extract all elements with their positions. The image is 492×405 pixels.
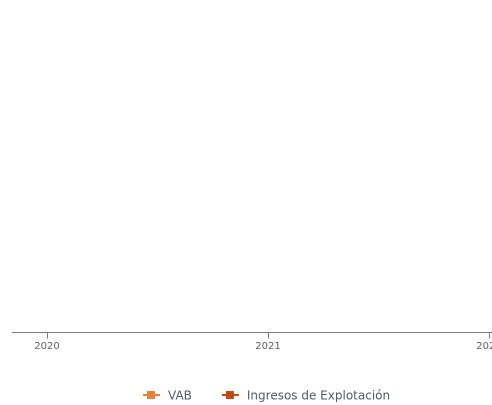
legend-marker	[225, 391, 234, 399]
legend-label: Ingresos de Explotación	[247, 389, 390, 403]
legend-label: VAB	[168, 389, 192, 403]
x-tick-label: 2020	[34, 341, 59, 352]
legend-marker	[147, 391, 155, 399]
x-tick-label: 2021	[255, 341, 280, 352]
x-tick-label: 2022	[476, 341, 492, 352]
